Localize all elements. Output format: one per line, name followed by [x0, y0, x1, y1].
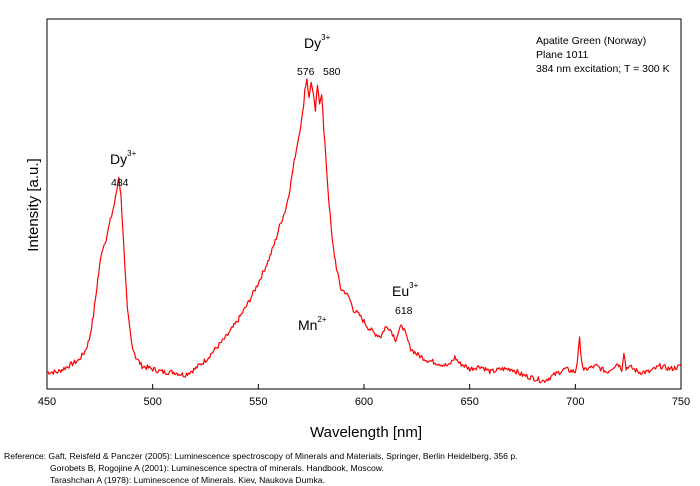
- reference-line: Reference: Gaft, Reisfeld & Panczer (200…: [4, 451, 518, 461]
- legend-line-excitation: 384 nm excitation; T = 300 K: [536, 63, 670, 75]
- spectrum-series-line: [46, 78, 682, 384]
- peak-label-618: 618: [395, 305, 413, 317]
- legend-line-sample: Apatite Green (Norway): [536, 35, 646, 47]
- x-tick-label-600: 600: [355, 396, 373, 408]
- reference-line: Tarashchan A (1978): Luminescence of Min…: [50, 475, 325, 485]
- legend-line-plane: Plane 1011: [536, 49, 589, 61]
- annotation-eu-618: Eu3+ 618: [392, 281, 419, 317]
- ion-label: Eu3+: [392, 281, 419, 299]
- annotation-dy-484: Dy3+ 484: [110, 149, 137, 189]
- peak-label-484: 484: [111, 177, 129, 189]
- y-axis-label: Intensity [a.u.]: [25, 158, 42, 251]
- x-axis-label: Wavelength [nm]: [310, 424, 422, 441]
- ion-label: Mn2+: [298, 315, 327, 333]
- sample-info-legend: Apatite Green (Norway) Plane 1011 384 nm…: [536, 35, 670, 75]
- peak-label-580: 580: [323, 66, 341, 78]
- x-tick-label-750: 750: [672, 396, 690, 408]
- x-axis-ticks: 450 500 550 600 650 700 750: [38, 384, 690, 408]
- x-tick-label-500: 500: [143, 396, 161, 408]
- x-tick-label-700: 700: [566, 396, 584, 408]
- ion-label: Dy3+: [304, 33, 331, 51]
- annotation-mn: Mn2+: [298, 315, 327, 333]
- annotation-dy-main: Dy3+ 576 580: [297, 33, 341, 78]
- spectrum-chart: 450 500 550 600 650 700 750 Wavelength [nm] In…: [25, 18, 690, 441]
- x-tick-label-550: 550: [249, 396, 267, 408]
- x-tick-label-650: 650: [460, 396, 478, 408]
- reference-line: Gorobets B, Rogojine A (2001): Luminesce…: [50, 463, 384, 473]
- peak-label-576: 576: [297, 66, 315, 78]
- ion-label: Dy3+: [110, 149, 137, 167]
- x-tick-label-450: 450: [38, 396, 56, 408]
- references: Reference: Gaft, Reisfeld & Panczer (200…: [4, 450, 518, 486]
